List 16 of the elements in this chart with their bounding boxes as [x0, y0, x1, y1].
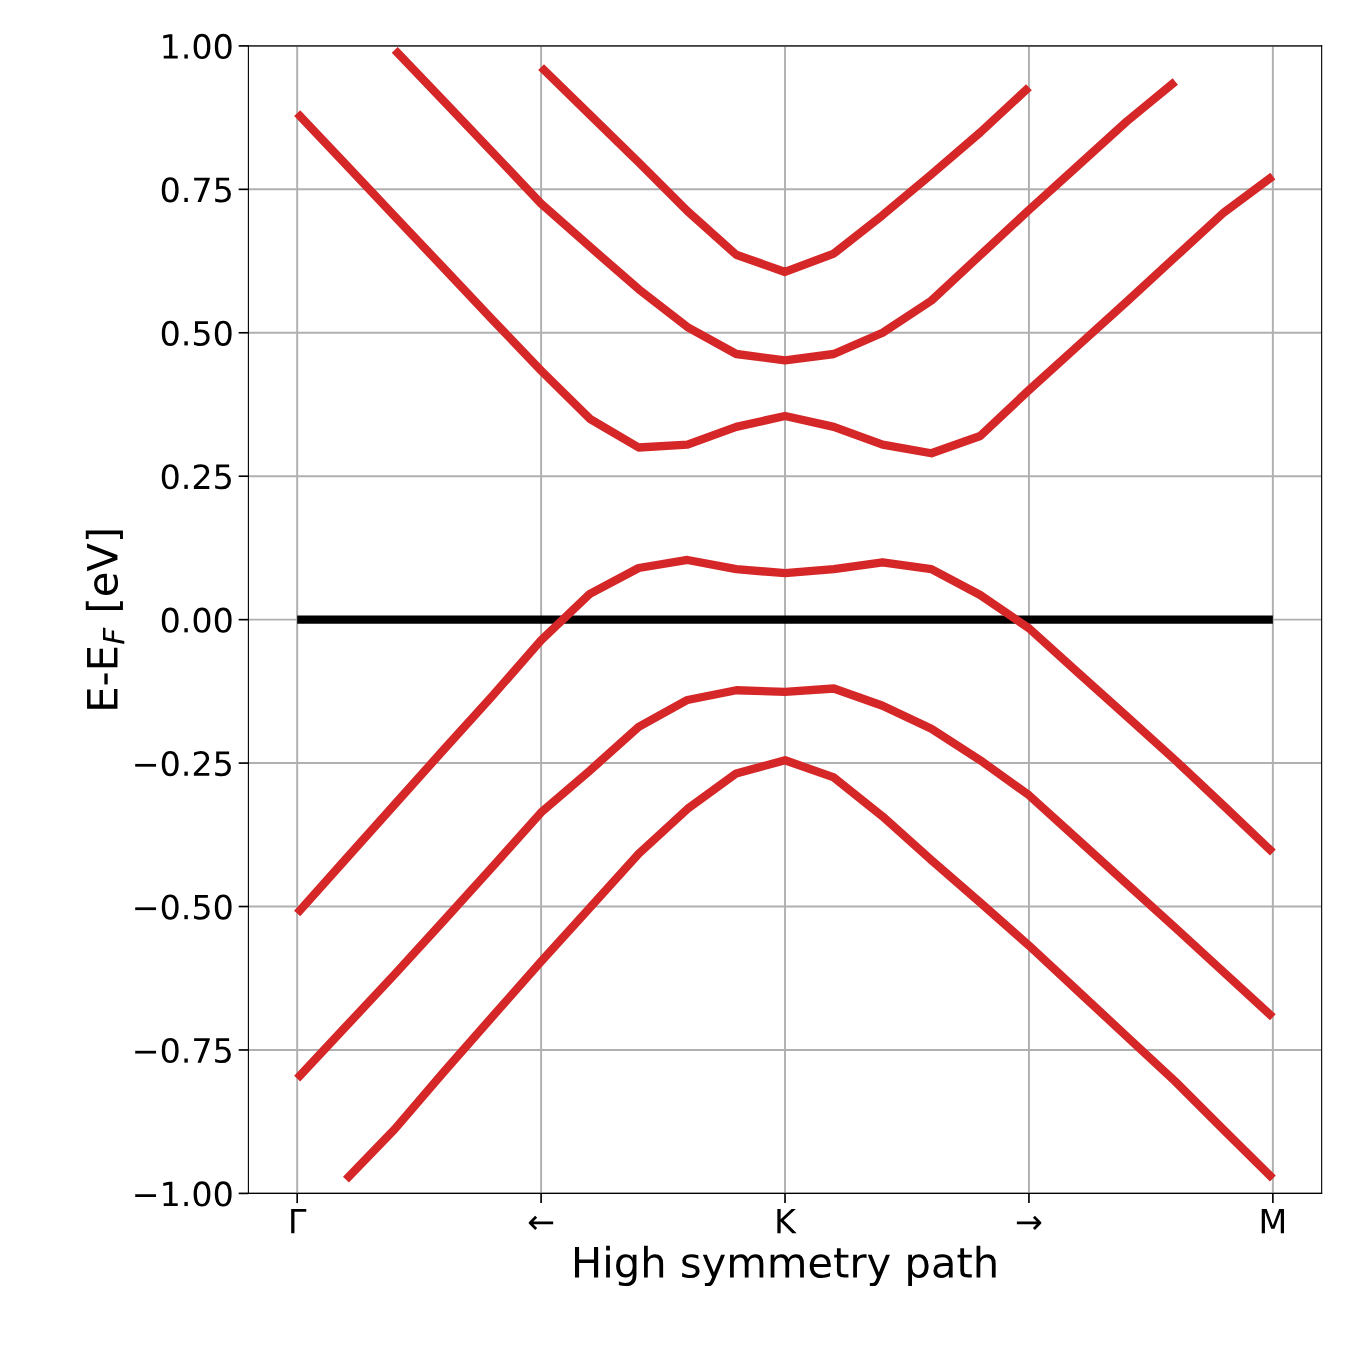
- x-tick-label: K: [777, 1209, 797, 1234]
- y-tick-label: −0.75: [135, 1037, 231, 1064]
- y-tick-label: −0.50: [135, 894, 232, 920]
- y-tick-label: 0.75: [161, 177, 231, 203]
- y-axis-title: E-E$_{F}$ [eV]: [85, 530, 125, 709]
- y-tick-label: −0.25: [135, 751, 231, 777]
- y-tick-label: 0.25: [161, 464, 231, 490]
- y-tick-label: 0.50: [161, 320, 232, 346]
- y-tick-label: 1.00: [163, 33, 232, 60]
- y-tick-label: −1.00: [135, 1181, 232, 1207]
- x-axis-title: High symmetry path: [574, 1245, 996, 1287]
- x-tick-label: M: [1261, 1209, 1284, 1234]
- x-tick-label: →: [1016, 1215, 1042, 1230]
- x-tick-label: Γ: [291, 1209, 307, 1234]
- y-tick-label: 0.00: [161, 607, 232, 633]
- x-tick-label: ←: [528, 1215, 554, 1230]
